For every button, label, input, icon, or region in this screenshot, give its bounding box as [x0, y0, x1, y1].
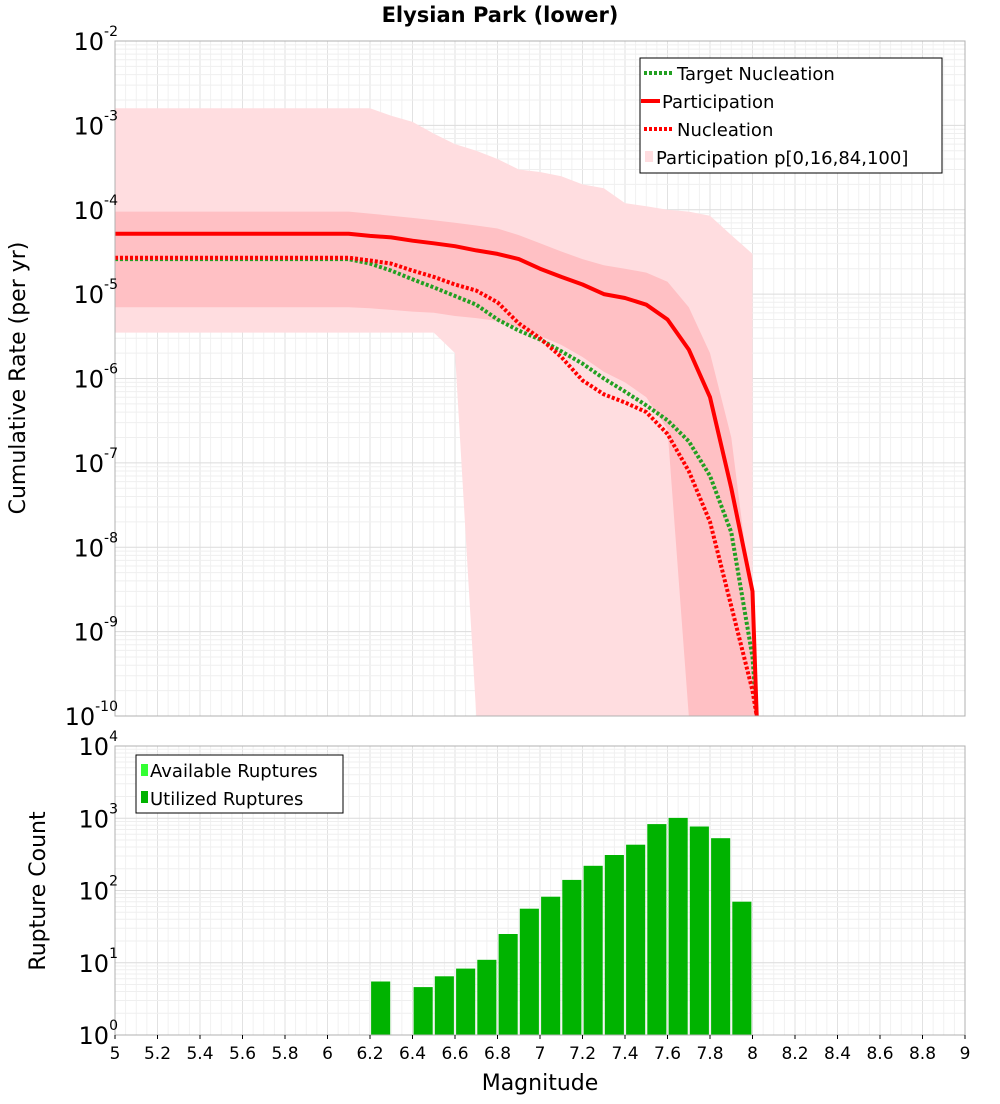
y-tick-label: 10-3 [73, 108, 118, 140]
rupture-bar [498, 934, 518, 1035]
rupture-bar [456, 968, 476, 1035]
x-tick-label: 8 [747, 1044, 758, 1064]
count-y-ticks: 104 103 102 101 100 [79, 729, 119, 1050]
rupture-bar [562, 879, 582, 1035]
x-tick-label: 5.8 [271, 1044, 298, 1064]
y-tick-label: 10-6 [73, 362, 118, 394]
y-tick-label: 102 [79, 874, 118, 906]
x-tick-label: 5.4 [186, 1044, 213, 1064]
chart-title: Elysian Park (lower) [382, 3, 619, 27]
legend-label-participation: Participation [662, 92, 774, 113]
rate-lines [115, 231, 759, 717]
rupture-bar [413, 987, 433, 1035]
rupture-bar [604, 855, 624, 1035]
rate-y-axis-title: Cumulative Rate (per yr) [6, 242, 31, 515]
rate-legend: Target Nucleation Participation Nucleati… [639, 57, 943, 174]
legend-label-participation-band: Participation p[0,16,84,100] [656, 148, 908, 169]
rupture-bar [583, 865, 603, 1035]
x-tick-label: 7.2 [569, 1044, 596, 1064]
rate-legend-box [639, 57, 943, 174]
x-tick-label: 8.8 [909, 1044, 936, 1064]
rupture-bar [541, 896, 561, 1035]
legend-swatch-participation-band [645, 151, 653, 162]
x-tick-label: 6.2 [356, 1044, 383, 1064]
legend-label-target-nucleation: Target Nucleation [676, 64, 835, 85]
rupture-bars [371, 817, 752, 1035]
x-tick-label: 6.4 [399, 1044, 426, 1064]
rupture-bar [711, 838, 731, 1035]
rupture-bar [477, 959, 497, 1035]
x-tick-label: 7.6 [654, 1044, 681, 1064]
x-tick-label: 8.6 [866, 1044, 893, 1064]
legend-swatch-available-ruptures [141, 764, 148, 776]
legend-label-available-ruptures: Available Ruptures [150, 761, 318, 782]
x-tick-label: 6.6 [441, 1044, 468, 1064]
rate-plot-frame [114, 40, 966, 717]
x-tick-label: 7.8 [696, 1044, 723, 1064]
rupture-bar [732, 901, 752, 1035]
rupture-bar [668, 817, 688, 1035]
count-legend: Available Ruptures Utilized Ruptures [135, 754, 344, 814]
rate-y-ticks: 10-2 10-3 10-4 10-5 10-6 10-7 10-8 10-9 10-10 [65, 24, 119, 731]
y-tick-label: 10-4 [73, 193, 118, 225]
rupture-bar [519, 908, 539, 1035]
series-line-nucleation [115, 255, 759, 717]
legend-swatch-utilized-ruptures [141, 791, 148, 803]
participation-bands [115, 108, 757, 716]
y-tick-label: 10-2 [73, 24, 118, 56]
rupture-bar [434, 976, 454, 1035]
y-tick-label: 100 [79, 1018, 118, 1050]
x-tick-label: 6 [322, 1044, 333, 1064]
y-tick-label: 10-7 [73, 446, 118, 478]
x-tick-label: 9 [960, 1044, 971, 1064]
y-tick-label: 10-5 [73, 277, 118, 309]
x-axis-title: Magnitude [482, 1071, 599, 1096]
series-line-participation [115, 231, 759, 717]
rupture-bar [647, 824, 667, 1035]
x-tick-label: 8.2 [781, 1044, 808, 1064]
x-tick-label: 5.2 [144, 1044, 171, 1064]
rupture-count-panel: 104 103 102 101 100 5 5.2 5.4 5.6 5.8 6 6.2 6.4 6.6 6… [26, 729, 970, 1096]
x-tick-label: 8.4 [824, 1044, 851, 1064]
legend-label-utilized-ruptures: Utilized Ruptures [150, 789, 303, 810]
x-tick-label: 6.8 [484, 1044, 511, 1064]
y-tick-label: 10-8 [73, 530, 118, 562]
rupture-bar [371, 981, 391, 1035]
rate-panel: 10-2 10-3 10-4 10-5 10-6 10-7 10-8 10-9 10-10 Cu… [6, 24, 966, 731]
x-tick-label: 7 [535, 1044, 546, 1064]
y-tick-label: 10-9 [73, 615, 118, 647]
rupture-bar [689, 826, 709, 1035]
x-tick-label: 5.6 [229, 1044, 256, 1064]
y-tick-label: 104 [79, 729, 119, 761]
x-tick-label: 7.4 [611, 1044, 638, 1064]
rupture-bar [626, 844, 646, 1035]
x-tick-label: 5 [110, 1044, 121, 1064]
legend-label-nucleation: Nucleation [677, 120, 773, 141]
magnitude-x-ticks: 5 5.2 5.4 5.6 5.8 6 6.2 6.4 6.6 6.8 7 7.2 7.4 7.6 7.8 8… [110, 1035, 971, 1064]
y-tick-label: 101 [79, 946, 118, 978]
count-y-axis-title: Rupture Count [26, 811, 51, 971]
y-tick-label: 103 [79, 801, 118, 833]
y-tick-label: 10-10 [65, 699, 118, 731]
count-legend-box [135, 754, 344, 814]
participation-band-16-84 [115, 211, 757, 716]
